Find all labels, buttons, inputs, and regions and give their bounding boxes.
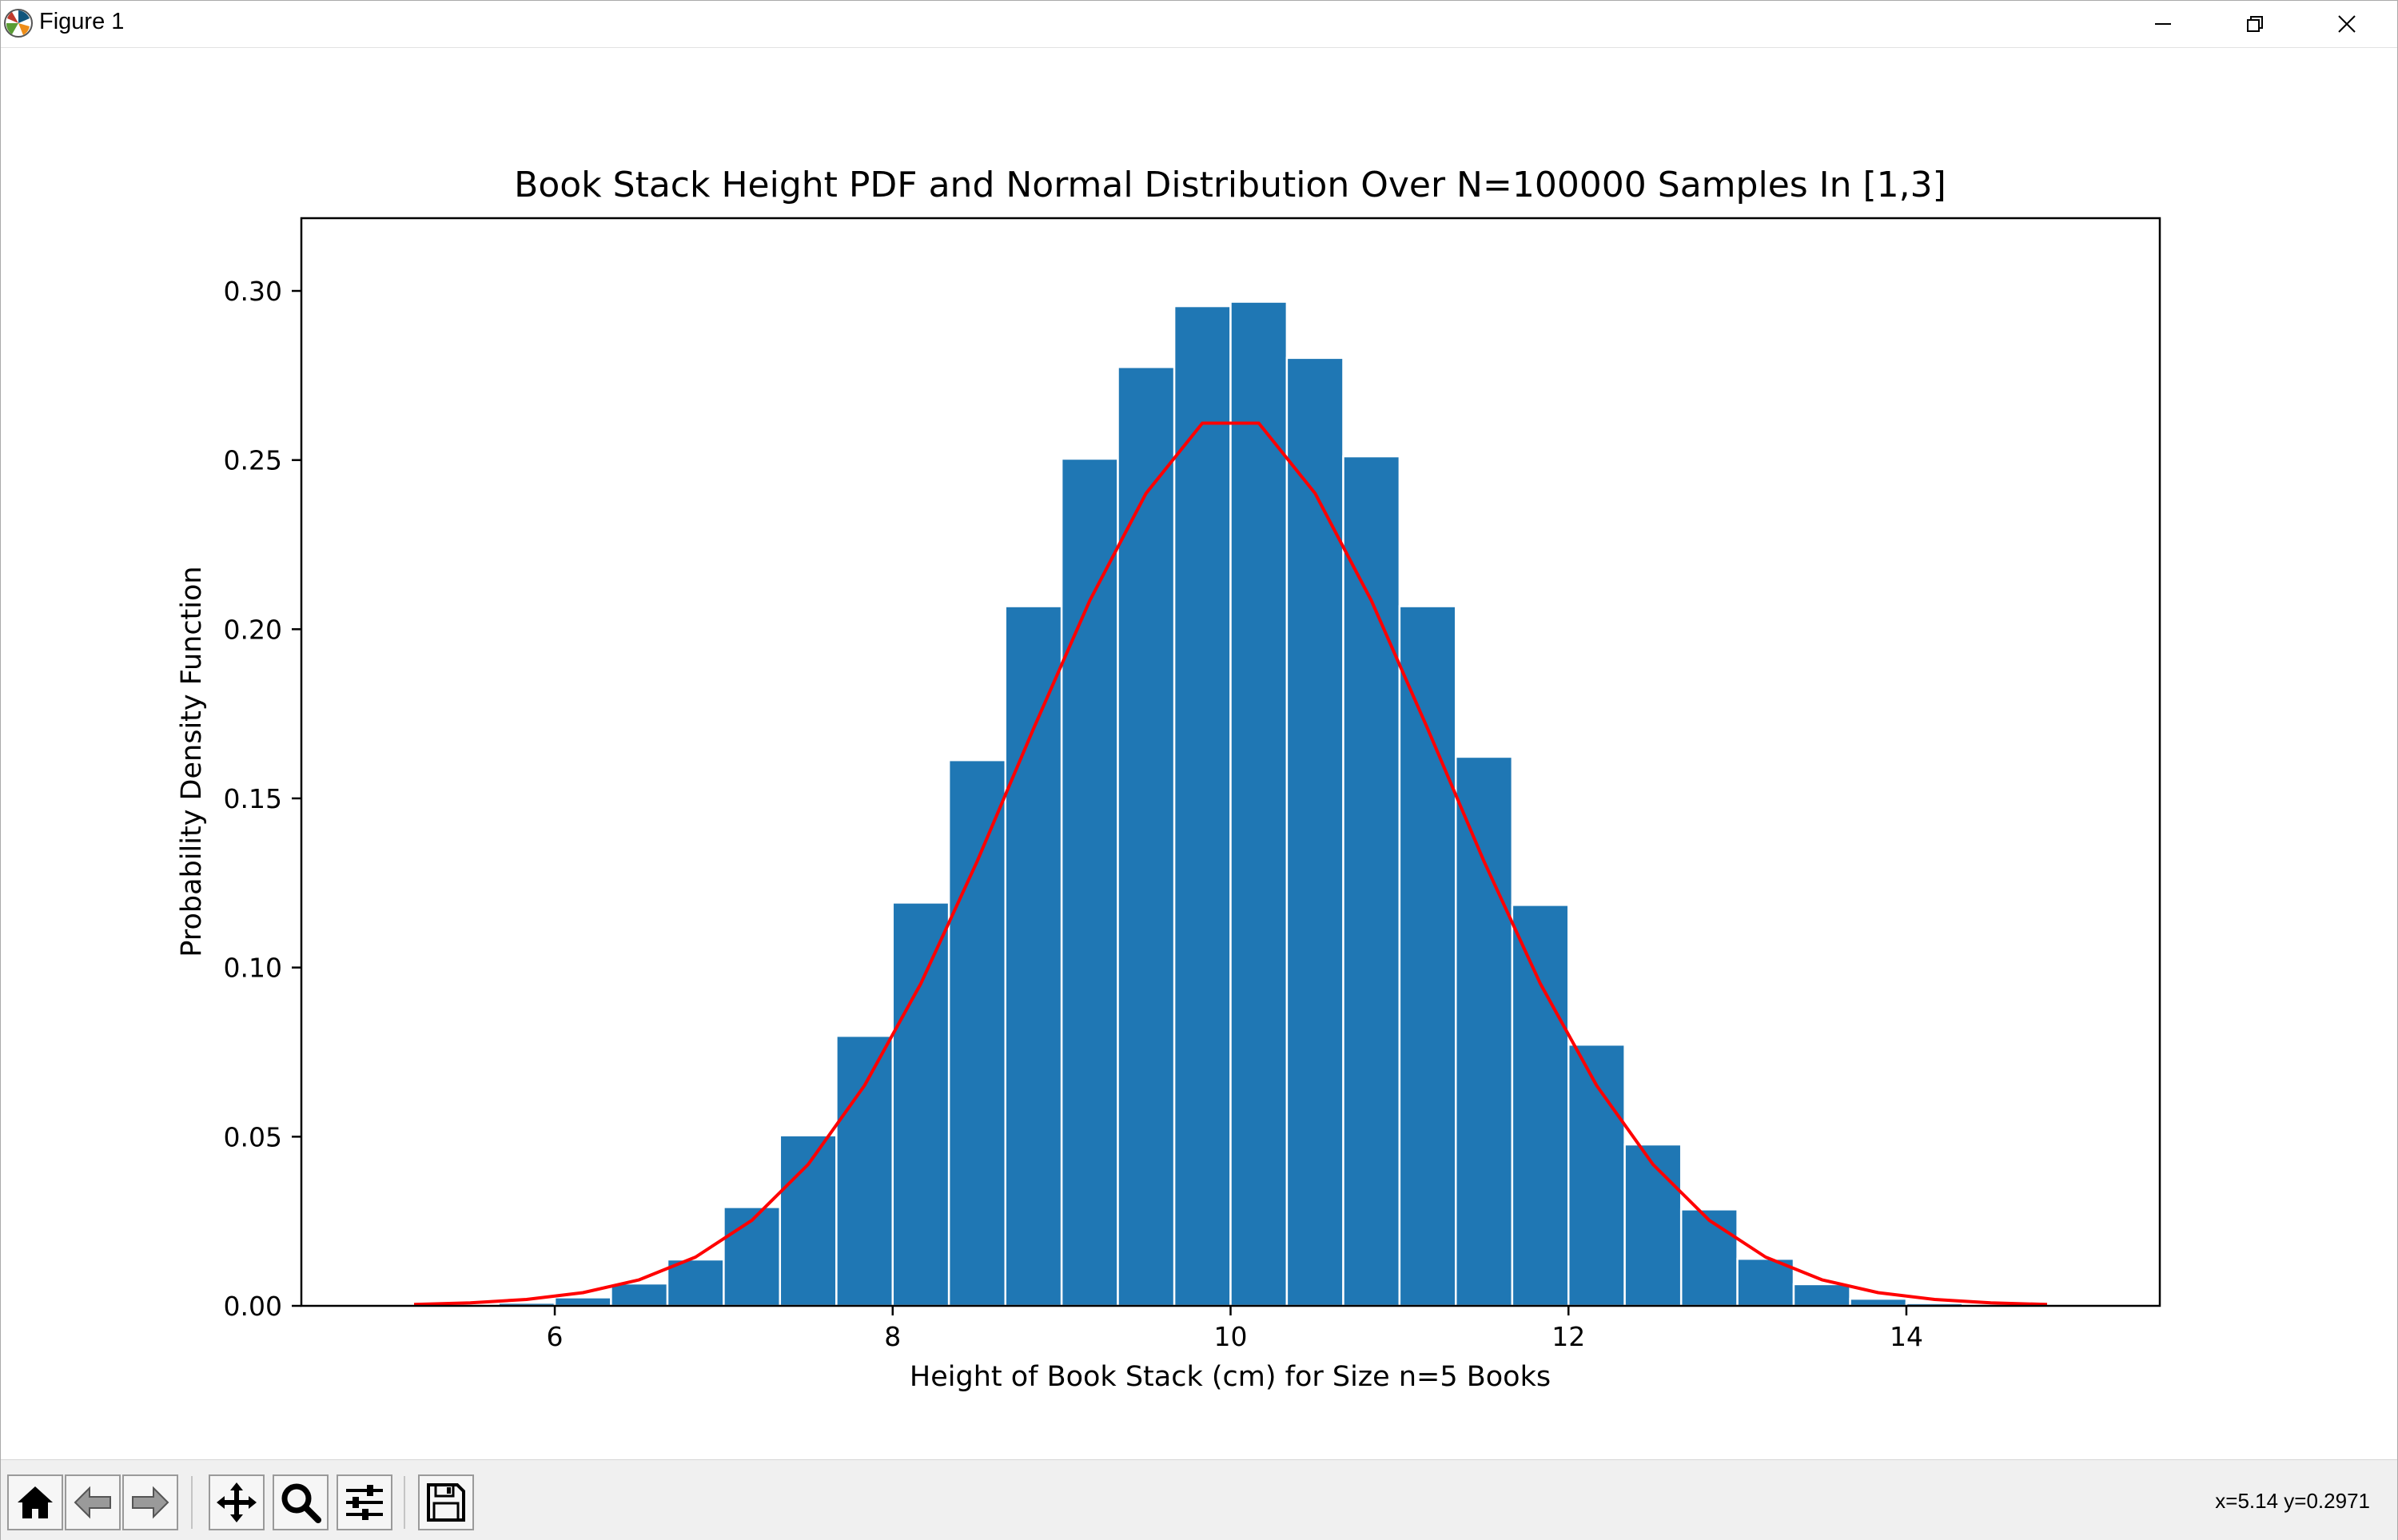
cursor-coordinates: x=5.14 y=0.2971: [2215, 1489, 2370, 1513]
normal-curve: [413, 421, 2048, 1307]
chart-title: Book Stack Height PDF and Normal Distrib…: [514, 165, 1946, 205]
toolbar-separator: [191, 1476, 193, 1529]
histogram-bar: [1792, 1283, 1851, 1307]
arrow-left-icon: [74, 1486, 111, 1519]
title-bar[interactable]: Figure 1: [1, 1, 2397, 47]
x-tick-label: 14: [1890, 1321, 1923, 1352]
home-button[interactable]: [7, 1474, 63, 1530]
x-tick-label: 6: [547, 1321, 564, 1352]
restore-icon: [2247, 16, 2263, 32]
histogram-bar: [1511, 904, 1570, 1307]
histogram-bar: [1623, 1143, 1683, 1307]
window-title: Figure 1: [39, 9, 125, 34]
y-tick-label: 0.30: [224, 276, 282, 307]
toolbar-separator: [404, 1476, 405, 1529]
home-icon: [18, 1486, 53, 1518]
histogram-bars: [440, 300, 2021, 1307]
histogram-bar: [1060, 457, 1119, 1307]
histogram-bar: [1173, 304, 1232, 1307]
histogram-bar: [1849, 1297, 1908, 1307]
histogram-chart: Book Stack Height PDF and Normal Distrib…: [176, 165, 2161, 1393]
floppy-disk-icon: [427, 1483, 465, 1522]
histogram-bar: [1342, 455, 1401, 1307]
histogram-bar: [1229, 300, 1289, 1307]
histogram-bar: [835, 1034, 894, 1307]
configure-subplots-button[interactable]: [337, 1474, 392, 1530]
x-tick-label: 10: [1214, 1321, 1248, 1352]
forward-button[interactable]: [122, 1474, 178, 1530]
histogram-bar: [891, 901, 950, 1307]
minimize-icon: [2155, 23, 2171, 25]
histogram-bar: [947, 758, 1007, 1307]
close-icon: [2338, 15, 2356, 33]
figure-canvas[interactable]: Book Stack Height PDF and Normal Distrib…: [1, 48, 2397, 1459]
y-tick-label: 0.05: [224, 1121, 282, 1152]
title-separator: [1, 47, 2397, 48]
restore-button[interactable]: [2211, 1, 2299, 47]
histogram-bar: [553, 1296, 612, 1307]
minimize-button[interactable]: [2119, 1, 2207, 47]
histogram-bar: [1004, 605, 1063, 1307]
back-button[interactable]: [65, 1474, 121, 1530]
histogram-bar: [779, 1134, 838, 1307]
histogram-bar: [1736, 1257, 1795, 1307]
y-tick-label: 0.20: [224, 614, 282, 645]
histogram-bar: [1117, 366, 1176, 1307]
x-axis-label: Height of Book Stack (cm) for Size n=5 B…: [910, 1361, 1551, 1393]
y-axis-ticks: 0.00 0.05 0.10 0.15 0.20 0.25 0.30: [224, 276, 301, 1322]
magnifier-icon: [281, 1483, 321, 1523]
histogram-bar: [1398, 605, 1457, 1307]
y-tick-label: 0.10: [224, 953, 282, 984]
x-tick-label: 8: [884, 1321, 901, 1352]
histogram-bar: [1679, 1208, 1739, 1307]
histogram-bar: [1454, 755, 1514, 1307]
matplotlib-icon: [4, 9, 33, 38]
y-tick-label: 0.25: [224, 445, 282, 476]
x-tick-label: 12: [1552, 1321, 1585, 1352]
y-tick-label: 0.00: [224, 1291, 282, 1322]
histogram-bar: [1285, 356, 1344, 1307]
close-button[interactable]: [2303, 1, 2391, 47]
navigation-toolbar: x=5.14 y=0.2971: [1, 1459, 2397, 1540]
zoom-button[interactable]: [273, 1474, 329, 1530]
y-tick-label: 0.15: [224, 783, 282, 814]
move-icon: [217, 1482, 257, 1522]
x-axis-ticks: 6 8 10 12 14: [547, 1306, 1923, 1352]
arrow-right-icon: [132, 1486, 169, 1519]
save-button[interactable]: [418, 1474, 474, 1530]
pan-button[interactable]: [209, 1474, 265, 1530]
sliders-icon: [346, 1485, 383, 1520]
histogram-bar: [610, 1282, 669, 1307]
y-axis-label: Probability Density Function: [176, 566, 208, 957]
